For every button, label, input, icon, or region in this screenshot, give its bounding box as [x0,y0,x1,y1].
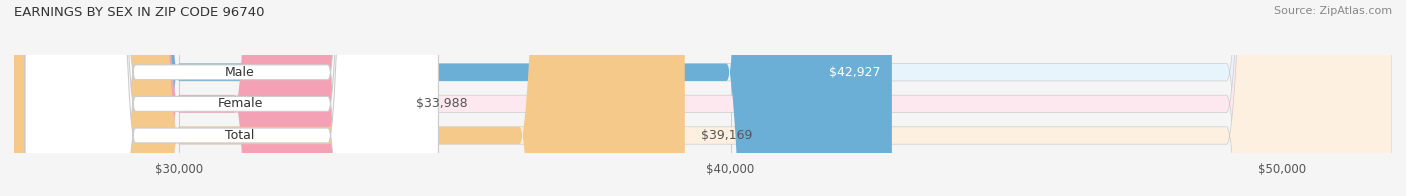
FancyBboxPatch shape [14,0,399,196]
FancyBboxPatch shape [25,0,439,196]
FancyBboxPatch shape [25,0,439,196]
Text: Male: Male [225,66,254,79]
Text: Total: Total [225,129,254,142]
Text: EARNINGS BY SEX IN ZIP CODE 96740: EARNINGS BY SEX IN ZIP CODE 96740 [14,6,264,19]
Text: $39,169: $39,169 [702,129,752,142]
Text: $33,988: $33,988 [416,97,467,110]
Text: Female: Female [218,97,263,110]
FancyBboxPatch shape [25,0,439,196]
FancyBboxPatch shape [14,0,685,196]
FancyBboxPatch shape [14,0,1392,196]
FancyBboxPatch shape [14,0,1392,196]
Text: $42,927: $42,927 [830,66,880,79]
FancyBboxPatch shape [14,0,1392,196]
FancyBboxPatch shape [14,0,891,196]
Text: Source: ZipAtlas.com: Source: ZipAtlas.com [1274,6,1392,16]
